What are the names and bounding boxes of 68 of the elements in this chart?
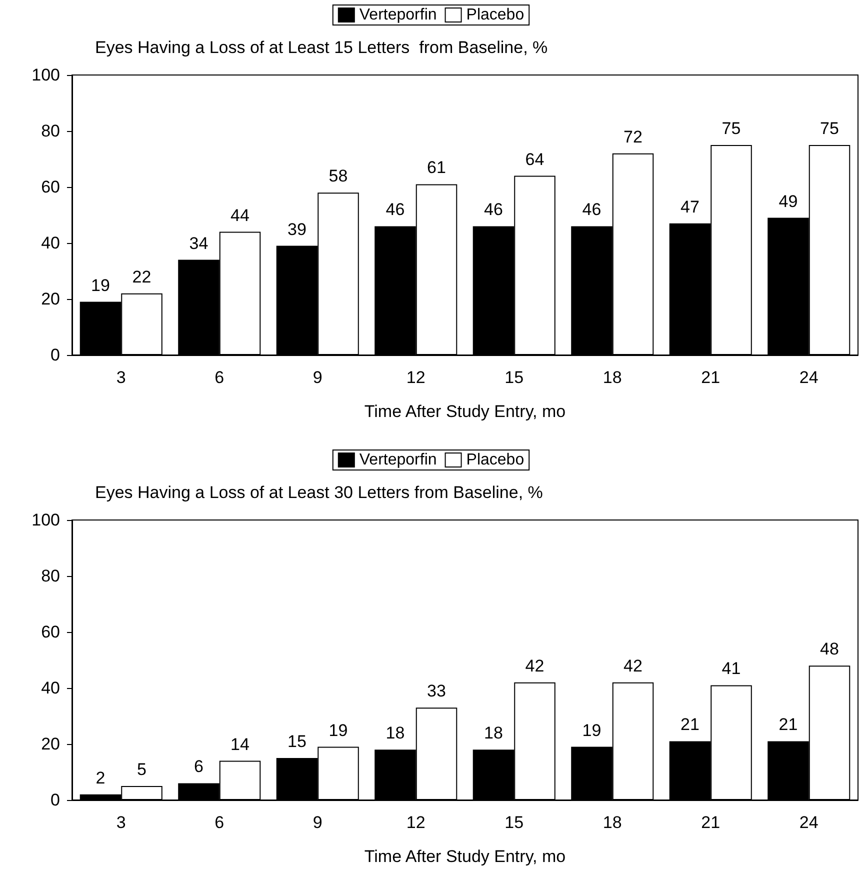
data-label: 19 — [328, 720, 348, 740]
data-label: 61 — [427, 158, 446, 178]
y-tick-label: 60 — [41, 622, 60, 642]
x-tick-label: 3 — [116, 368, 126, 387]
x-tick-label: 12 — [406, 368, 426, 387]
data-label: 15 — [288, 732, 306, 751]
data-label: 39 — [288, 220, 306, 239]
y-tick-label: 100 — [32, 66, 60, 84]
x-tick-label: 21 — [701, 813, 720, 832]
data-label: 22 — [132, 267, 152, 286]
legend-label: Verteporfin — [359, 6, 437, 24]
data-label: 21 — [778, 715, 798, 734]
data-label: 14 — [230, 734, 250, 754]
data-label: 75 — [820, 119, 839, 138]
x-axis-title: Time After Study Entry, mo — [364, 402, 566, 421]
y-tick-label: 40 — [41, 678, 60, 698]
data-label: 48 — [820, 640, 839, 659]
data-label: 6 — [194, 757, 204, 776]
data-label: 47 — [680, 197, 700, 216]
x-tick-label: 3 — [116, 813, 126, 832]
x-tick-label: 18 — [602, 368, 622, 387]
x-tick-label: 24 — [799, 368, 818, 387]
x-tick-label: 6 — [214, 813, 224, 832]
data-label: 58 — [328, 166, 348, 186]
y-tick-label: 0 — [50, 346, 60, 364]
data-label: 21 — [680, 715, 700, 734]
chart-title: Eyes Having a Loss of at Least 15 Letters from Baseline, % — [95, 38, 548, 57]
legend-label: Verteporfin — [359, 452, 437, 468]
data-label: 75 — [722, 119, 741, 138]
data-label: 42 — [624, 656, 642, 676]
x-tick-label: 21 — [701, 368, 720, 387]
y-tick-label: 100 — [32, 510, 60, 530]
y-tick-label: 20 — [41, 734, 60, 754]
y-tick-label: 80 — [41, 122, 60, 140]
data-label: 41 — [722, 659, 741, 678]
y-tick-label: 60 — [41, 178, 60, 196]
data-label: 33 — [427, 682, 446, 701]
y-tick-label: 40 — [41, 234, 60, 252]
data-label: 18 — [484, 724, 503, 743]
data-label: 72 — [624, 127, 642, 146]
data-label: 42 — [525, 656, 544, 676]
data-label: 46 — [386, 200, 405, 220]
chart-title: Eyes Having a Loss of at Least 30 Letters from Baseline, % — [95, 483, 543, 502]
x-tick-label: 9 — [312, 813, 322, 832]
data-label: 44 — [230, 206, 250, 225]
x-tick-label: 24 — [799, 813, 818, 832]
data-label: 34 — [189, 234, 208, 253]
data-label: 49 — [778, 192, 798, 211]
data-label: 64 — [525, 150, 544, 169]
x-axis-title: Time After Study Entry, mo — [364, 847, 566, 866]
data-label: 19 — [91, 276, 110, 295]
x-tick-label: 18 — [602, 813, 622, 832]
data-label: 2 — [96, 768, 106, 788]
x-tick-label: 15 — [504, 368, 524, 387]
data-label: 46 — [582, 200, 602, 220]
x-tick-label: 15 — [504, 813, 524, 832]
data-label: 46 — [484, 200, 503, 220]
y-tick-label: 80 — [41, 566, 60, 586]
data-label: 18 — [386, 724, 405, 743]
legend-label: Placebo — [466, 6, 524, 24]
data-label: 5 — [137, 760, 146, 779]
y-tick-label: 0 — [50, 790, 60, 810]
y-tick-label: 20 — [41, 290, 60, 308]
x-tick-label: 6 — [214, 368, 224, 387]
legend-label: Placebo — [466, 452, 524, 468]
x-tick-label: 9 — [312, 368, 322, 387]
x-tick-label: 12 — [406, 813, 426, 832]
data-label: 19 — [582, 720, 602, 740]
